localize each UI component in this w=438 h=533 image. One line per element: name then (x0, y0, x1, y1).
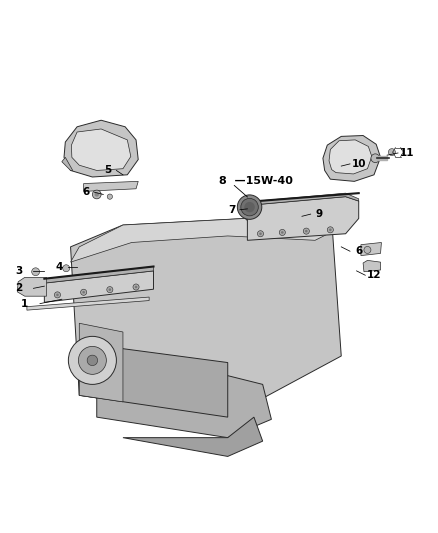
Text: 6: 6 (82, 187, 89, 197)
Polygon shape (247, 193, 359, 205)
Polygon shape (64, 120, 138, 177)
Circle shape (135, 286, 138, 288)
Polygon shape (247, 197, 359, 240)
Circle shape (63, 265, 70, 272)
Polygon shape (79, 323, 123, 402)
Circle shape (109, 288, 111, 291)
Text: 12: 12 (367, 270, 381, 280)
Circle shape (244, 202, 255, 212)
Polygon shape (44, 271, 153, 302)
Polygon shape (62, 157, 73, 171)
Polygon shape (79, 343, 228, 417)
Circle shape (78, 346, 106, 374)
Polygon shape (84, 181, 138, 191)
Polygon shape (323, 135, 381, 181)
Polygon shape (123, 417, 263, 456)
Circle shape (107, 287, 113, 293)
Circle shape (371, 154, 380, 163)
Text: 10: 10 (351, 159, 366, 169)
Circle shape (303, 228, 309, 234)
Circle shape (364, 246, 371, 253)
Text: 9: 9 (316, 209, 323, 219)
Polygon shape (17, 277, 46, 296)
Polygon shape (97, 376, 272, 438)
Polygon shape (44, 266, 153, 283)
Text: 4: 4 (56, 262, 64, 271)
Circle shape (259, 232, 262, 235)
Circle shape (56, 294, 59, 296)
Circle shape (32, 268, 39, 276)
Circle shape (237, 195, 262, 220)
Circle shape (95, 192, 99, 197)
Circle shape (389, 149, 396, 156)
Circle shape (87, 355, 98, 366)
Text: 3: 3 (15, 266, 23, 276)
Polygon shape (363, 261, 381, 272)
Circle shape (68, 336, 117, 384)
Polygon shape (27, 297, 149, 310)
Text: 7: 7 (228, 205, 236, 215)
Circle shape (305, 230, 307, 232)
Circle shape (327, 227, 333, 233)
Text: 8  —15W-40: 8 —15W-40 (219, 176, 293, 187)
Circle shape (281, 231, 284, 234)
Circle shape (82, 291, 85, 294)
Circle shape (279, 229, 286, 236)
Circle shape (241, 198, 258, 216)
Circle shape (81, 289, 87, 295)
Text: 5: 5 (104, 165, 111, 175)
Circle shape (92, 190, 101, 199)
Circle shape (258, 231, 264, 237)
Polygon shape (71, 219, 332, 262)
Circle shape (107, 194, 113, 199)
Text: 6: 6 (355, 246, 362, 256)
Polygon shape (71, 129, 131, 171)
Circle shape (54, 292, 60, 298)
Bar (377, 157, 387, 160)
Circle shape (133, 284, 139, 290)
Text: 11: 11 (399, 148, 414, 158)
Polygon shape (329, 140, 372, 174)
Polygon shape (71, 219, 341, 417)
Text: 1: 1 (21, 298, 28, 309)
Polygon shape (361, 243, 381, 256)
Circle shape (329, 229, 332, 231)
Text: 2: 2 (15, 284, 23, 293)
